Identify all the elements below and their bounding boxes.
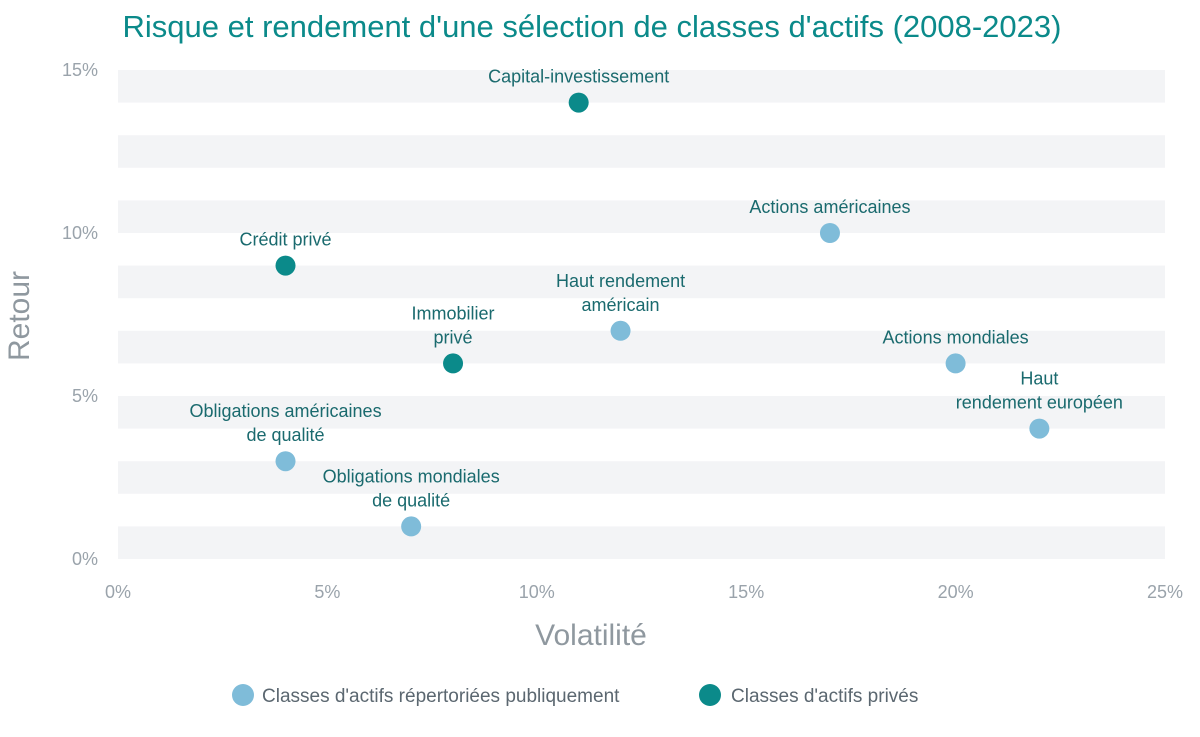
data-point — [443, 353, 464, 374]
data-point — [610, 320, 631, 341]
grid-band — [118, 330, 1165, 364]
data-point — [275, 255, 296, 276]
y-tick-label: 0% — [72, 549, 98, 569]
data-point-label: privé — [434, 327, 473, 347]
grid-band — [118, 70, 1165, 103]
data-point — [401, 516, 422, 537]
chart-title: Risque et rendement d'une sélection de c… — [123, 9, 1062, 44]
x-axis-ticks: 0% 5% 10% 15% 20% 25% — [105, 582, 1183, 602]
grid-band — [118, 526, 1165, 559]
x-tick-label: 5% — [314, 582, 340, 602]
data-point — [568, 92, 589, 113]
data-point-label: Capital-investissement — [488, 67, 669, 87]
y-tick-label: 10% — [62, 223, 98, 243]
data-point-label: de qualité — [246, 425, 324, 445]
x-tick-label: 10% — [519, 582, 555, 602]
data-point — [819, 223, 840, 243]
data-point-label: Obligations américaines — [189, 401, 381, 421]
data-point-label: américain — [582, 295, 660, 315]
data-point-label: Actions américaines — [749, 197, 910, 217]
legend-swatch-private — [699, 684, 721, 706]
grid-band — [118, 200, 1165, 233]
legend-label-public: Classes d'actifs répertoriées publiqueme… — [262, 686, 620, 707]
data-point-label: Haut — [1020, 369, 1058, 389]
data-point-label: Immobilier — [412, 303, 495, 323]
grid-bands — [118, 70, 1165, 559]
data-point-label: rendement européen — [956, 393, 1123, 413]
grid-band — [118, 461, 1165, 494]
grid-band — [118, 135, 1165, 168]
x-tick-label: 0% — [105, 582, 131, 602]
legend: Classes d'actifs répertoriées publiqueme… — [232, 684, 918, 707]
legend-label-private: Classes d'actifs privés — [731, 686, 918, 707]
y-axis-title: Retour — [3, 271, 36, 361]
legend-swatch-public — [232, 684, 254, 706]
data-point-label: Crédit privé — [240, 230, 332, 250]
y-axis-ticks: 0% 5% 10% 15% — [62, 60, 98, 569]
grid-band — [118, 396, 1165, 429]
data-point-label: de qualité — [372, 490, 450, 510]
data-points: Actions américaines Haut rendement américa… — [189, 67, 1123, 537]
data-point-label: Haut rendement — [556, 271, 685, 291]
x-tick-label: 20% — [938, 582, 974, 602]
x-tick-label: 25% — [1147, 582, 1183, 602]
data-point — [275, 451, 296, 472]
y-tick-label: 5% — [72, 386, 98, 406]
x-tick-label: 15% — [728, 582, 764, 602]
data-point — [945, 353, 966, 374]
data-point-label: Actions mondiales — [883, 327, 1029, 347]
y-tick-label: 15% — [62, 60, 98, 80]
data-point — [1029, 418, 1050, 439]
x-axis-title: Volatilité — [535, 619, 647, 652]
data-point-label: Obligations mondiales — [323, 466, 500, 486]
